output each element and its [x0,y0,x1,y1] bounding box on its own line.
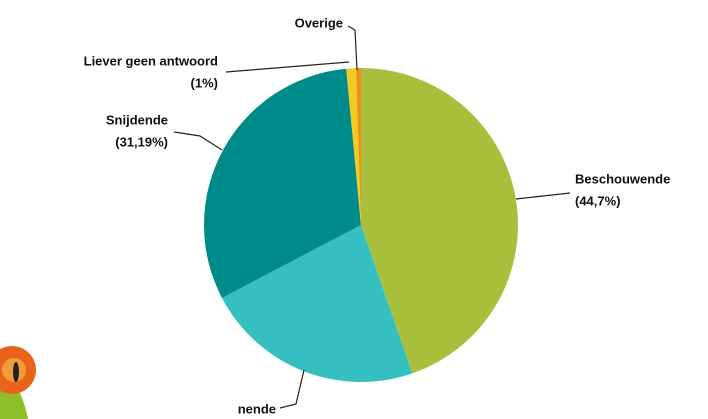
slice-label: nende [238,401,276,416]
leader-line [515,192,571,200]
value-label: (1%) [191,75,218,90]
mascot [0,346,36,419]
pie-slice [204,68,361,298]
value-label: (31,19%) [115,134,168,149]
pie-slice [356,68,361,225]
leader-line [225,61,350,73]
leader-line [173,131,223,151]
slice-label: Beschouwende [575,171,670,186]
slice-label: Overige [295,15,343,30]
leader-line [279,369,305,409]
value-label: (44,7%) [575,193,621,208]
pie-slice [361,68,518,374]
leader-line [347,25,358,71]
pie-slice [346,68,361,225]
slice-label: Snijdende [106,112,168,127]
slice-label: Liever geen antwoord [84,53,218,68]
pie-slice [221,225,413,382]
